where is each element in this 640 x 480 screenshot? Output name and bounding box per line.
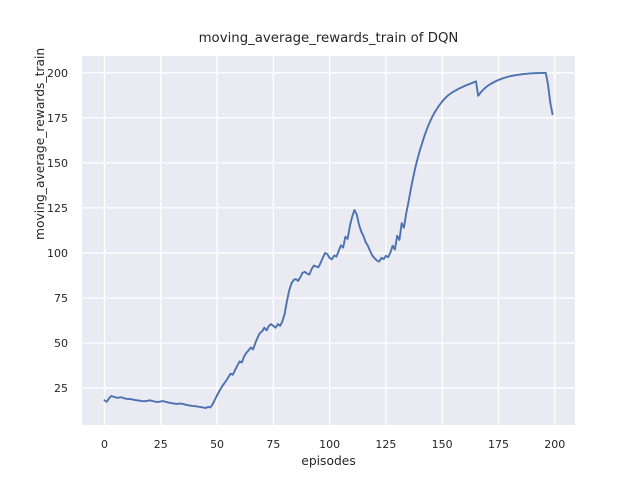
chart-title: moving_average_rewards_train of DQN — [198, 31, 459, 46]
x-tick-label: 200 — [544, 438, 565, 451]
x-tick-label: 0 — [101, 438, 108, 451]
plot-background — [82, 56, 575, 425]
x-tick-label: 100 — [319, 438, 340, 451]
y-tick-label: 100 — [47, 247, 68, 260]
y-tick-label: 200 — [47, 67, 68, 80]
x-tick-label: 75 — [266, 438, 280, 451]
y-tick-label: 25 — [54, 382, 68, 395]
x-tick-label: 50 — [210, 438, 224, 451]
data-line — [103, 71, 554, 410]
x-tick-label: 125 — [375, 438, 396, 451]
y-tick-label: 50 — [54, 337, 68, 350]
y-tick-label: 175 — [47, 112, 68, 125]
x-tick-label: 175 — [488, 438, 509, 451]
y-tick-label: 150 — [47, 157, 68, 170]
x-axis-label: episodes — [301, 454, 356, 468]
x-tick-label: 150 — [432, 438, 453, 451]
y-tick-label: 75 — [54, 292, 68, 305]
y-tick-label: 125 — [47, 202, 68, 215]
x-tick-label: 25 — [154, 438, 168, 451]
